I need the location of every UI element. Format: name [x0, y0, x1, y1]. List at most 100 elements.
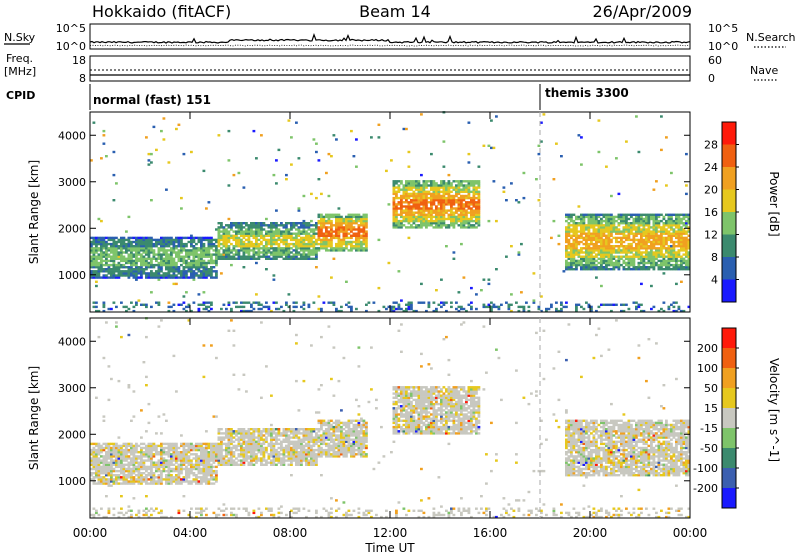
heatmap-cell	[350, 247, 353, 250]
heatmap-cell	[227, 234, 231, 237]
heatmap-cell	[202, 291, 206, 294]
heatmap-cell	[232, 222, 236, 225]
heatmap-cell	[635, 242, 638, 246]
heatmap-cell	[177, 453, 181, 456]
heatmap-cell	[437, 209, 441, 212]
heatmap-cell	[662, 222, 666, 225]
heatmap-cell	[407, 207, 411, 210]
heatmap-cell	[195, 467, 198, 471]
heatmap-cell	[577, 234, 581, 237]
heatmap-cell	[577, 261, 581, 265]
heatmap-cell	[342, 217, 346, 221]
heatmap-cell	[217, 253, 221, 256]
heatmap-cell	[652, 247, 656, 250]
heatmap-cell	[327, 234, 331, 237]
heatmap-cell	[187, 446, 191, 450]
heatmap-cell	[107, 253, 111, 256]
heatmap-cell	[285, 226, 288, 229]
heatmap-cell	[335, 242, 338, 246]
heatmap-cell	[142, 263, 146, 267]
heatmap-cell	[290, 234, 293, 237]
heatmap-cell	[442, 303, 446, 306]
heatmap-cell	[672, 245, 676, 248]
heatmap-cell	[585, 224, 588, 227]
heatmap-cell	[197, 236, 201, 240]
heatmap-cell	[647, 234, 651, 237]
heatmap-cell	[260, 307, 263, 311]
heatmap-cell	[207, 201, 211, 204]
heatmap-cell	[635, 228, 638, 231]
heatmap-cell	[650, 213, 653, 216]
heatmap-cell	[467, 182, 471, 185]
heatmap-cell	[580, 224, 583, 227]
heatmap-cell	[665, 228, 668, 231]
heatmap-cell	[127, 307, 131, 311]
heatmap-cell	[122, 480, 126, 483]
heatmap-cell	[127, 480, 131, 483]
heatmap-cell	[397, 303, 401, 306]
heatmap-cell	[440, 215, 443, 219]
heatmap-cell	[295, 234, 298, 237]
heatmap-cell	[175, 448, 178, 452]
heatmap-cell	[677, 224, 681, 227]
heatmap-cell	[165, 459, 168, 462]
heatmap-cell	[257, 247, 261, 250]
heatmap-cell	[672, 240, 676, 244]
heatmap-cell	[292, 236, 296, 240]
heatmap-cell	[435, 205, 438, 208]
heatmap-cell	[635, 238, 638, 242]
heatmap-cell	[585, 259, 588, 263]
heatmap-cell	[605, 165, 608, 168]
heatmap-cell	[92, 446, 96, 450]
heatmap-cell	[110, 257, 113, 260]
heatmap-cell	[162, 245, 166, 248]
heatmap-cell	[292, 253, 296, 256]
heatmap-cell	[352, 232, 356, 235]
heatmap-cell	[687, 268, 691, 271]
heatmap-cell	[407, 194, 411, 198]
heatmap-cell	[150, 276, 153, 279]
heatmap-cell	[322, 215, 326, 219]
heatmap-cell	[130, 478, 133, 481]
heatmap-cell	[120, 457, 123, 460]
heatmap-cell	[130, 257, 133, 260]
heatmap-cell	[200, 472, 203, 475]
heatmap-cell	[565, 245, 568, 248]
heatmap-cell	[582, 307, 586, 311]
heatmap-cell	[460, 205, 463, 208]
freq-label: Freq.	[6, 52, 33, 65]
heatmap-cell	[402, 215, 406, 219]
heatmap-cell	[255, 240, 258, 244]
heatmap-cell	[660, 226, 663, 229]
heatmap-cell	[670, 217, 673, 221]
heatmap-cell	[115, 270, 118, 273]
heatmap-cell	[185, 457, 188, 460]
heatmap-cell	[192, 245, 196, 248]
heatmap-cell	[160, 459, 163, 462]
heatmap-cell	[220, 247, 223, 250]
heatmap-cell	[280, 230, 283, 233]
heatmap-cell	[145, 305, 148, 309]
heatmap-cell	[645, 230, 648, 233]
heatmap-cell	[210, 261, 213, 265]
heatmap-cell	[132, 457, 136, 460]
heatmap-cell	[365, 226, 368, 229]
heatmap-cell	[587, 230, 591, 233]
colorbar-segment	[722, 144, 736, 168]
heatmap-cell	[122, 474, 126, 477]
heatmap-cell	[267, 255, 271, 258]
heatmap-cell	[107, 268, 111, 271]
heatmap-cell	[467, 190, 471, 193]
heatmap-cell	[452, 180, 456, 183]
heatmap-cell	[172, 249, 176, 252]
heatmap-cell	[617, 263, 621, 267]
heatmap-cell	[660, 219, 663, 223]
heatmap-cell	[147, 152, 151, 156]
heatmap-cell	[217, 249, 221, 252]
heatmap-cell	[115, 482, 118, 485]
heatmap-cell	[112, 455, 116, 458]
heatmap-cell	[565, 234, 568, 237]
heatmap-cell	[202, 247, 206, 250]
heatmap-cell	[537, 305, 541, 309]
heatmap-cell	[665, 247, 668, 250]
